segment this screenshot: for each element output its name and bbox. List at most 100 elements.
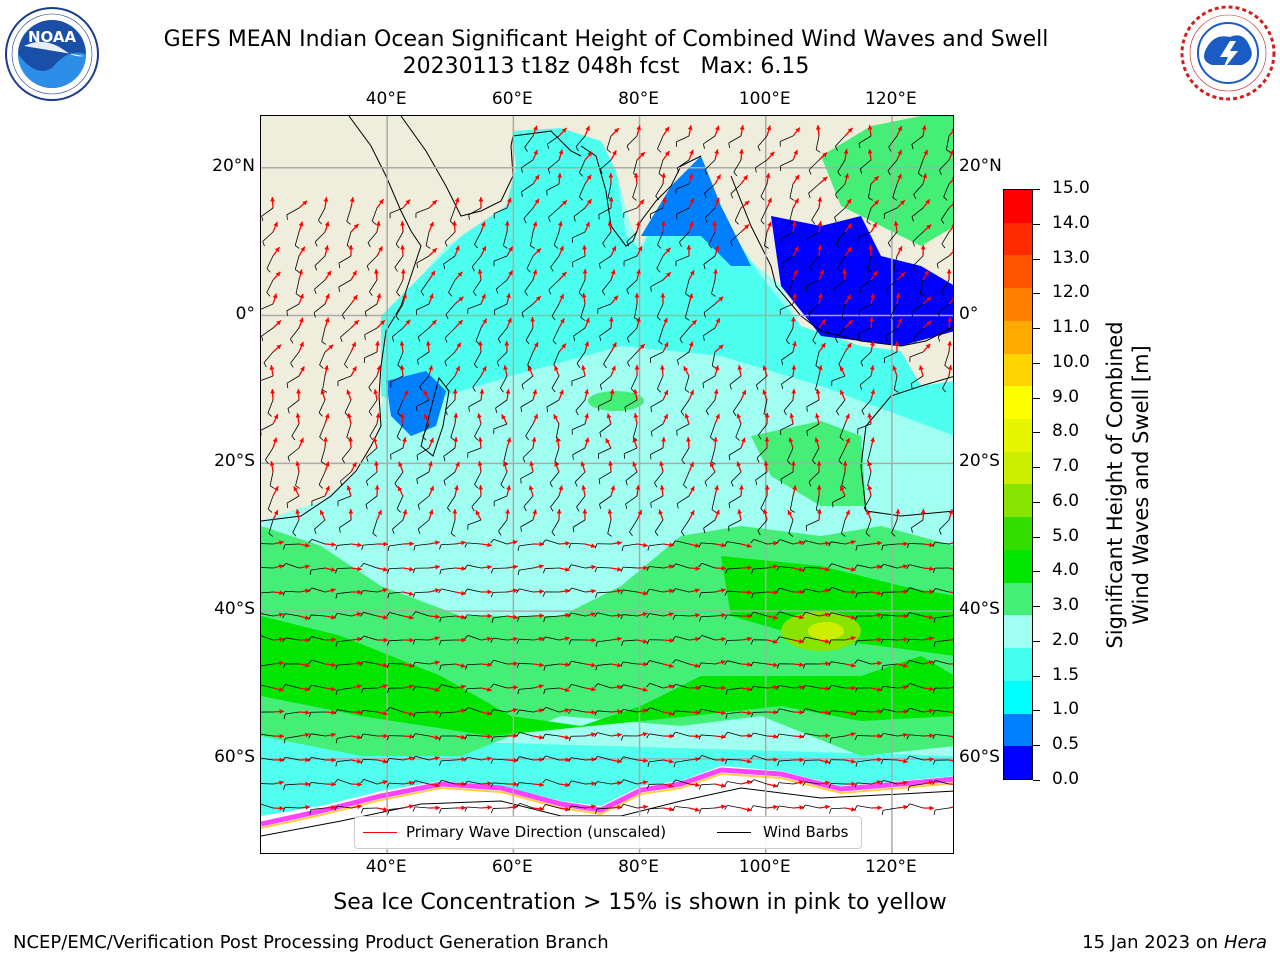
wave-arrow-with-barb [412,564,440,574]
wave-arrow-with-barb [360,635,389,643]
wave-arrow-with-barb [702,365,720,389]
wave-arrow-with-barb [756,436,770,463]
wave-arrow-with-barb [828,563,856,572]
wave-arrow-with-barb [599,316,614,342]
wave-arrow-with-barb [282,756,311,763]
wave-arrow-with-barb [892,173,902,201]
wave-arrow-with-barb [335,758,362,767]
wave-arrow-with-barb [412,611,441,620]
wave-arrow-with-barb [520,389,538,412]
wave-arrow-with-barb [841,509,851,537]
colorbar-tick-label: 14.0 [1052,212,1090,233]
colorbar-segment [1004,255,1032,289]
wave-arrow-with-barb [860,341,875,367]
wave-arrow-with-barb [268,509,279,537]
wave-arrow-with-barb [945,128,953,153]
wave-arrow-with-barb [854,709,883,716]
colorbar-tick-label: 3.0 [1052,595,1080,616]
wave-arrow-with-barb [776,611,804,620]
wave-arrow-with-barb [262,221,279,247]
wave-arrow-with-barb [387,637,415,646]
wave-arrow-with-barb [937,297,953,318]
wave-arrow-with-barb [676,413,690,436]
wave-arrow-with-barb [467,293,486,314]
wave-arrow-with-barb [866,199,880,225]
wave-arrow-with-barb [802,708,831,715]
wave-arrow-with-barb [396,412,405,441]
wave-arrow-with-barb [341,436,354,464]
wave-arrow-with-barb [568,587,596,594]
colorbar-segment [1004,320,1032,354]
wave-arrow-with-barb [802,540,831,546]
wave-arrow-with-barb [550,245,564,272]
wave-arrow-with-barb [550,485,564,512]
wave-arrow-with-barb [646,733,675,739]
wave-arrow-with-barb [341,294,358,320]
wave-arrow-with-barb [314,270,332,295]
wave-arrow-with-barb [943,177,953,201]
wave-arrow-with-barb [390,437,407,460]
wave-arrow-with-barb [444,342,462,367]
wave-arrow-with-barb [754,151,775,173]
wave-arrow-with-barb [750,661,778,668]
wave-arrow-with-barb [261,564,284,569]
wave-arrow-with-barb [603,342,617,369]
wave-arrow-with-barb [758,412,770,440]
wave-arrow-with-barb [880,732,908,738]
wave-arrow-with-barb [464,564,492,570]
wave-arrow-with-barb [802,684,831,691]
wave-arrow-with-barb [334,804,362,811]
wave-arrow-with-barb [464,634,492,642]
wave-arrow-with-barb [390,364,405,388]
wave-arrow-with-barb [425,221,434,249]
noaa-logo: NOAA [4,6,100,102]
wave-arrow-with-barb [263,344,282,368]
wave-arrow-with-barb [780,221,797,244]
wave-arrow-with-barb [933,614,953,623]
wave-arrow-with-barb [360,611,388,620]
coastline-madagascar [420,376,450,457]
wave-arrow-with-barb [779,127,801,147]
wave-arrow-with-barb [542,588,570,597]
wave-band-cyan-north [381,128,953,436]
wave-arrow-with-barb [594,732,622,738]
wave-arrow-with-barb [913,173,928,200]
wave-arrow-with-barb [933,639,953,647]
wave-arrow-with-barb [634,292,640,321]
wave-arrow-with-barb [757,125,772,152]
coastline-africa [261,116,422,522]
wave-arrow-with-barb [802,804,830,810]
wave-arrow-with-barb [412,733,440,740]
wave-arrow-with-barb [764,221,772,249]
wave-arrow-with-barb [290,317,304,344]
wave-arrow-with-barb [598,196,614,220]
wave-arrow-with-barb [595,805,623,814]
wave-arrow-with-barb [911,199,931,222]
wave-arrow-with-barb [360,562,388,572]
wave-arrow-with-barb [779,413,795,436]
wave-arrow-with-barb [647,758,674,767]
wave-arrow-with-barb [802,733,831,739]
wave-arrow-with-barb [655,172,666,201]
colorbar [1003,189,1033,780]
wave-direction-legend-label: Primary Wave Direction (unscaled) [406,823,667,841]
wave-arrow-with-barb [854,564,882,570]
wave-arrow-with-barb [464,734,493,740]
wave-arrow-with-barb [490,636,518,643]
wave-arrow-with-barb [705,389,719,416]
wind-barb-legend-line [717,832,751,833]
wave-arrow-with-barb [932,686,953,693]
wave-band-blue-bay-of-bengal [641,156,751,266]
wave-arrow-with-barb [724,804,752,812]
wave-arrow-with-barb [568,709,597,715]
wave-arrow-with-barb [724,541,752,548]
wave-arrow-with-barb [283,710,311,720]
wave-arrow-with-barb [658,317,668,345]
wave-arrow-with-barb [571,413,589,435]
wave-arrow-with-barb [413,709,441,718]
colorbar-title-line-1: Significant Height of Combined [1103,321,1127,649]
wave-arrow-with-barb [828,661,856,668]
wave-arrow-with-barb [542,755,571,763]
wave-arrow-with-barb [413,588,440,598]
wave-arrow-with-barb [366,246,383,271]
